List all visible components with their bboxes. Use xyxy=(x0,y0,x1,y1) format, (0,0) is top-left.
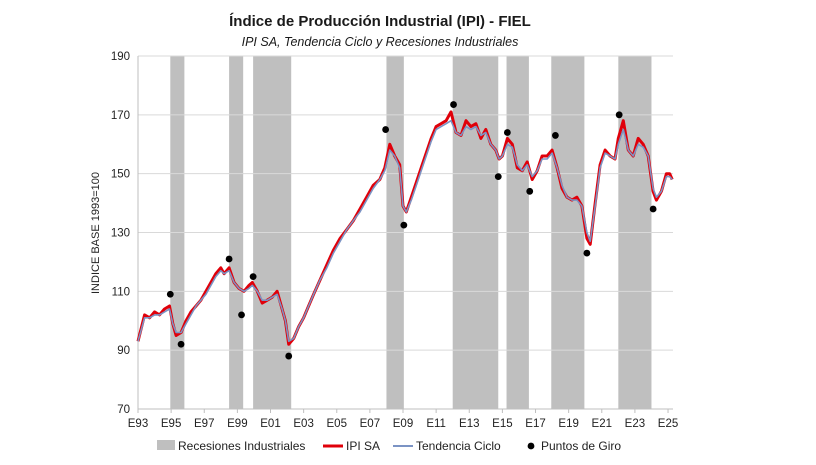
turning-point xyxy=(494,173,502,181)
x-axis-ticks: E93 E95 E97 E99 E01 E03 E05 E07 E09 E11 E13 E15 E17 E… xyxy=(128,409,678,430)
x-tick-label: E19 xyxy=(558,418,578,430)
turning-point xyxy=(583,249,591,257)
turning-point xyxy=(450,101,457,108)
x-tick-label: E11 xyxy=(426,418,446,430)
x-tick-label: E09 xyxy=(393,418,413,430)
y-tick-label: 70 xyxy=(117,404,130,416)
y-axis-ticks: 70 90 110 130 150 170 190 xyxy=(111,51,130,416)
legend-recession-label: Recesiones Industriales xyxy=(178,439,305,453)
turning-point xyxy=(551,132,559,139)
turning-point xyxy=(503,129,511,136)
turning-point xyxy=(400,221,408,229)
turning-point xyxy=(615,111,623,119)
turning-point xyxy=(285,352,293,360)
x-tick-label: E13 xyxy=(459,418,479,430)
x-tick-label: E03 xyxy=(293,418,313,430)
x-tick-label: E01 xyxy=(260,418,280,430)
y-axis-label: INDICE BASE 1993=100 xyxy=(90,172,102,294)
x-tick-label: E17 xyxy=(525,418,545,430)
y-tick-label: 190 xyxy=(111,51,130,63)
x-tick-label: E15 xyxy=(492,418,512,430)
series-lines xyxy=(136,110,674,346)
turning-point xyxy=(238,311,245,319)
y-tick-label: 90 xyxy=(117,345,130,357)
turning-point xyxy=(526,187,534,195)
tendencia-ciclo-line xyxy=(137,119,673,343)
turning-point xyxy=(382,126,390,133)
x-tick-label: E93 xyxy=(128,418,148,430)
chart-title: Índice de Producción Industrial (IPI) - … xyxy=(229,13,531,30)
x-tick-label: E07 xyxy=(360,418,380,430)
x-tick-label: E25 xyxy=(658,418,678,430)
x-tick-label: E95 xyxy=(161,418,181,430)
y-tick-label: 130 xyxy=(111,228,130,240)
turning-point xyxy=(177,340,185,348)
x-tick-label: E23 xyxy=(625,418,645,430)
x-tick-label: E05 xyxy=(327,418,347,430)
legend: Recesiones Industriales IPI SA Tendencia C… xyxy=(157,439,621,453)
y-tick-label: 110 xyxy=(112,286,130,298)
turning-point xyxy=(166,290,174,298)
gridlines xyxy=(137,55,673,410)
x-tick-label: E21 xyxy=(592,418,612,430)
turning-point xyxy=(649,205,657,213)
legend-points-swatch xyxy=(527,442,535,450)
turning-point xyxy=(225,255,233,263)
legend-points-label: Puntos de Giro xyxy=(541,439,621,453)
chart-subtitle: IPI SA, Tendencia Ciclo y Recesiones Ind… xyxy=(242,35,519,49)
turning-points xyxy=(166,101,657,360)
turning-point xyxy=(249,273,257,281)
legend-ipi-label: IPI SA xyxy=(346,439,380,453)
x-tick-label: E97 xyxy=(194,418,214,430)
y-tick-label: 170 xyxy=(111,110,130,122)
y-tick-label: 150 xyxy=(111,169,130,181)
legend-trend-label: Tendencia Ciclo xyxy=(416,439,501,453)
x-tick-label: E99 xyxy=(227,418,247,430)
legend-recession-swatch xyxy=(157,440,175,450)
